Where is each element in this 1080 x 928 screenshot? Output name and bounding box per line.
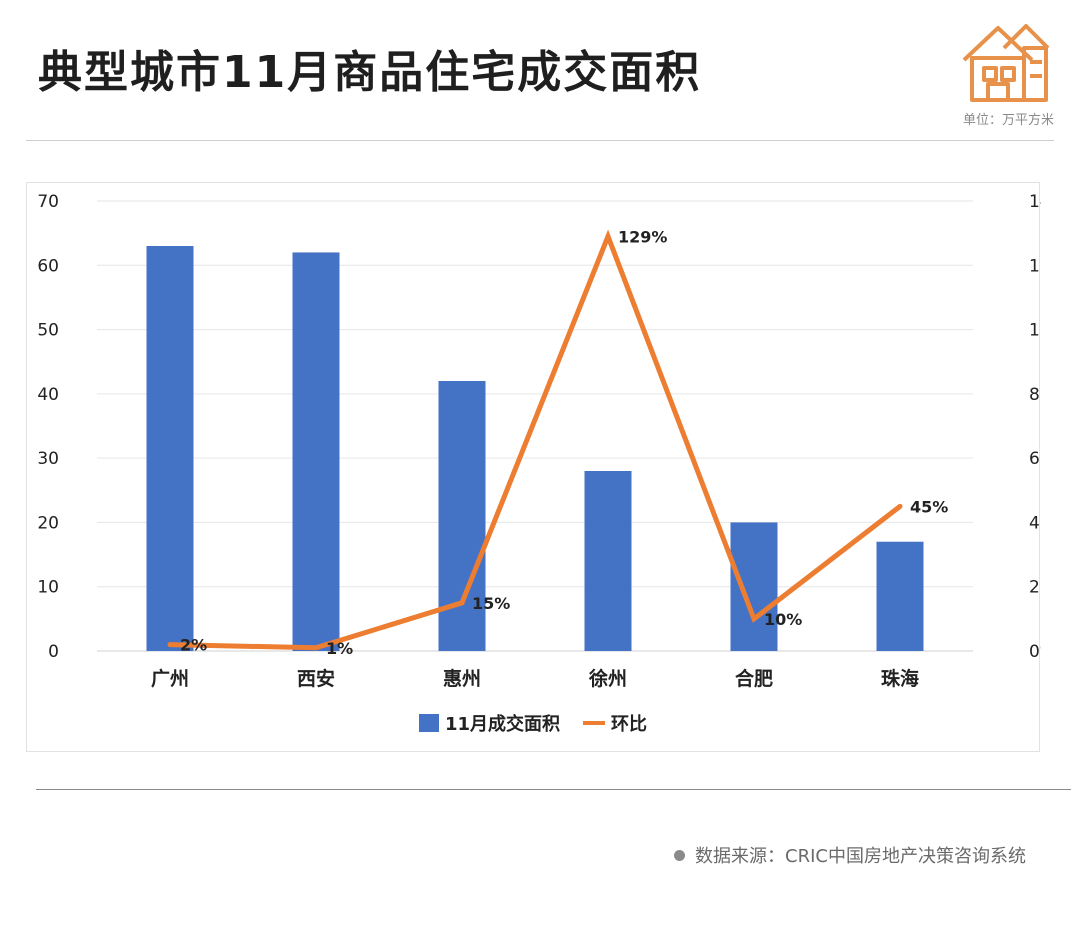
unit-label: 单位：万平方米 [962, 113, 1054, 128]
y2-tick-label: 60% [1029, 449, 1041, 469]
x-tick-label: 西安 [297, 667, 335, 690]
bar [146, 246, 194, 651]
y2-tick-label: 0% [1029, 642, 1041, 662]
y2-tick-label: 80% [1029, 385, 1041, 405]
combo-chart: 0 0% 10 20% 20 40% 30 60% 40 80% 50 100% 60 120% 70 140… [37, 192, 1041, 735]
line-point [459, 600, 465, 606]
line-point [313, 645, 319, 651]
legend-label: 环比 [611, 714, 647, 735]
y-tick-label: 0 [48, 642, 59, 662]
legend: 11月成交面积 环比 [419, 713, 647, 735]
y-tick-label: 10 [37, 578, 59, 598]
y2-tick-label: 40% [1029, 513, 1041, 533]
y-tick-label: 70 [37, 192, 59, 212]
bar [292, 252, 340, 651]
y2-tick-label: 20% [1029, 578, 1041, 598]
divider [26, 140, 1054, 141]
x-tick-label: 合肥 [735, 667, 773, 690]
line-point [167, 642, 173, 648]
y-tick-label: 40 [37, 385, 59, 405]
bar [876, 541, 924, 651]
data-label: 2% [180, 636, 207, 655]
y2-tick-label: 140% [1029, 192, 1041, 212]
bar-series [146, 246, 924, 651]
y2-tick-label: 100% [1029, 321, 1041, 341]
bar [584, 471, 632, 651]
legend-swatch-bar [419, 714, 439, 732]
legend-label: 11月成交面积 [445, 713, 560, 735]
data-label: 1% [326, 639, 353, 658]
dot-icon [674, 849, 686, 861]
divider [36, 789, 1071, 790]
data-label: 10% [764, 610, 802, 629]
series-line [169, 229, 902, 651]
bar [730, 522, 778, 651]
x-tick-label: 惠州 [443, 668, 481, 690]
line-point [897, 503, 903, 509]
line-series [167, 229, 903, 651]
axes: 0 0% 10 20% 20 40% 30 60% 40 80% 50 100% 60 120% 70 140… [37, 192, 1041, 690]
data-label: 45% [910, 497, 948, 516]
y-tick-label: 50 [37, 321, 59, 341]
line-point [751, 616, 757, 622]
y2-tick-label: 120% [1029, 256, 1041, 276]
line-point [605, 233, 611, 239]
x-tick-label: 徐州 [588, 667, 627, 690]
data-label: 129% [618, 227, 667, 246]
x-tick-label: 珠海 [881, 667, 919, 690]
source-text: 数据来源：CRIC中国房地产决策咨询系统 [695, 846, 1026, 867]
data-labels: 2% 1% 15% 129% 10% 45% [180, 227, 948, 657]
source-note: 数据来源：CRIC中国房地产决策咨询系统 [674, 842, 1026, 868]
chart-area: 0 0% 10 20% 20 40% 30 60% 40 80% 50 100% 60 120% 70 140… [26, 182, 1041, 752]
x-tick-label: 广州 [151, 667, 189, 690]
page-title: 典型城市11月商品住宅成交面积 [38, 47, 702, 98]
grid-lines [97, 200, 973, 652]
house-icon [962, 24, 1050, 102]
y-tick-label: 30 [37, 449, 59, 469]
y-tick-label: 60 [37, 256, 59, 276]
y-tick-label: 20 [37, 513, 59, 533]
data-label: 15% [472, 594, 510, 613]
